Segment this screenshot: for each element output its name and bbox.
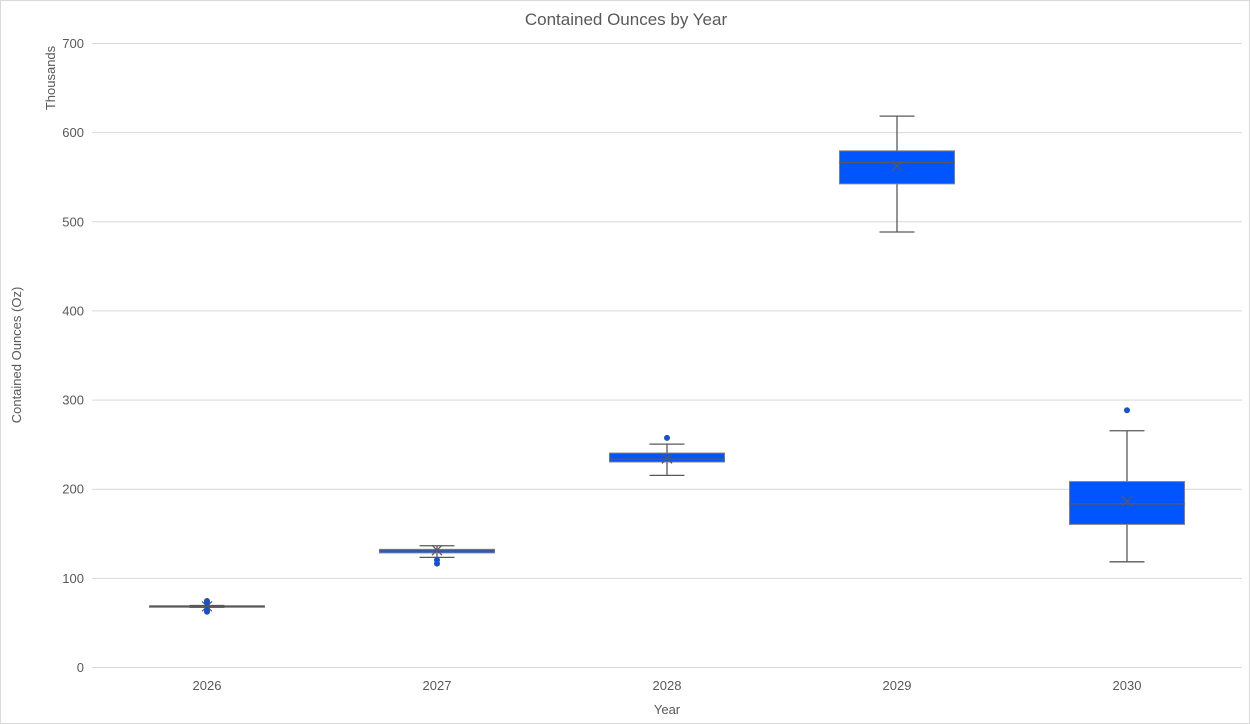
- y-tick-label: 600: [62, 125, 84, 140]
- iqr-box: [1069, 481, 1185, 525]
- y-axis-units-label: Thousands: [43, 45, 58, 110]
- iqr-box: [839, 150, 955, 185]
- x-tick-label: 2030: [1113, 678, 1142, 693]
- box-2030: [1069, 407, 1185, 563]
- box-series: [149, 115, 1185, 615]
- gridlines: [92, 43, 1242, 668]
- iqr-box: [609, 452, 725, 463]
- x-axis-title: Year: [654, 702, 681, 717]
- outlier-point: [204, 608, 210, 615]
- outlier-point: [204, 599, 210, 606]
- outlier-point: [434, 560, 440, 567]
- y-tick-label: 700: [62, 36, 84, 51]
- x-tick-label: 2029: [883, 678, 912, 693]
- y-tick-label: 300: [62, 393, 84, 408]
- y-tick-label: 200: [62, 482, 84, 497]
- box-2026: [149, 598, 265, 615]
- outlier-point: [1124, 407, 1130, 414]
- mean-marker-icon: [1121, 495, 1133, 507]
- x-tick-label: 2026: [193, 678, 222, 693]
- x-tick-label: 2028: [653, 678, 682, 693]
- x-axis-ticks: 2026 2027 2028 2029 2030: [193, 678, 1142, 693]
- y-tick-label: 0: [77, 660, 84, 675]
- outlier-point: [664, 434, 670, 441]
- box-2028: [609, 434, 725, 476]
- x-tick-label: 2027: [423, 678, 452, 693]
- mean-marker-icon: [891, 160, 903, 172]
- chart-title: Contained Ounces by Year: [525, 10, 728, 29]
- y-tick-label: 500: [62, 214, 84, 229]
- y-tick-label: 400: [62, 303, 84, 318]
- box-2027: [379, 544, 495, 567]
- mean-marker-icon: [201, 600, 213, 612]
- mean-marker-icon: [661, 452, 673, 464]
- y-axis-title: Contained Ounces (Oz): [9, 287, 24, 424]
- box-2029: [839, 115, 955, 233]
- mean-marker-icon: [431, 544, 443, 556]
- y-axis-ticks: 0 100 200 300 400 500 600 700: [62, 36, 84, 675]
- y-tick-label: 100: [62, 571, 84, 586]
